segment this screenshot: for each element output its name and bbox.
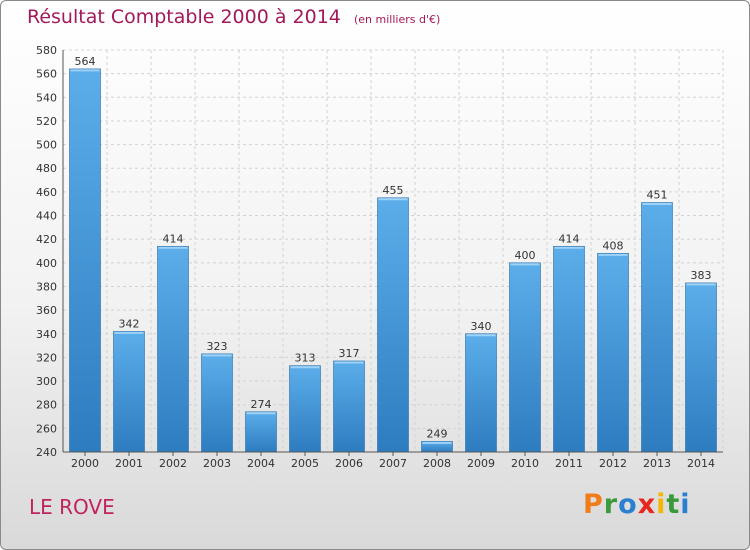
y-tick-label: 420 (36, 233, 57, 246)
chart-subtitle: (en milliers d'€) (353, 13, 441, 26)
x-tick-label: 2011 (555, 457, 583, 470)
logo-letter: P (583, 489, 604, 520)
y-tick-label: 580 (36, 44, 57, 57)
y-tick-label: 520 (36, 115, 57, 128)
data-label-2000: 564 (75, 55, 96, 68)
axis-layer: 240 260 280 300 320 340 360 380 400 420 440 460 480 5… (36, 44, 723, 470)
x-tick-label: 2001 (115, 457, 143, 470)
bar-2005[interactable] (289, 365, 321, 453)
y-tick-label: 500 (36, 139, 57, 152)
data-label-2009: 340 (471, 320, 492, 333)
y-tick-label: 460 (36, 186, 57, 199)
x-tick-label: 2003 (203, 457, 231, 470)
bar-2007[interactable] (377, 197, 409, 453)
x-tick-label: 2000 (71, 457, 99, 470)
data-label-2010: 400 (515, 249, 536, 262)
logo-letter: i (680, 489, 691, 520)
y-tick-label: 480 (36, 162, 57, 175)
y-tick-label: 240 (36, 446, 57, 459)
bar-2004[interactable] (245, 411, 277, 453)
data-label-2004: 274 (251, 398, 272, 411)
data-label-2001: 342 (119, 317, 140, 330)
x-tick-label: 2005 (291, 457, 319, 470)
bar-2011[interactable] (553, 245, 585, 453)
y-tick-label: 440 (36, 210, 57, 223)
bar-2001[interactable] (113, 331, 145, 453)
x-tick-label: 2014 (687, 457, 715, 470)
x-tick-label: 2013 (643, 457, 671, 470)
y-tick-label: 360 (36, 304, 57, 317)
y-tick-label: 300 (36, 375, 57, 388)
y-tick-label: 280 (36, 399, 57, 412)
logo-letter: i (656, 489, 667, 520)
logo-letter: t (666, 489, 681, 520)
x-tick-label: 2012 (599, 457, 627, 470)
x-tick-label: 2010 (511, 457, 539, 470)
y-tick-label: 400 (36, 257, 57, 270)
proxiti-logo[interactable]: Proxiti (583, 489, 691, 520)
data-label-2011: 414 (559, 232, 580, 245)
data-label-2003: 323 (207, 340, 228, 353)
x-tick-label: 2002 (159, 457, 187, 470)
y-tick-label: 560 (36, 68, 57, 81)
data-label-2014: 383 (691, 269, 712, 282)
logo-letter: o (618, 489, 638, 520)
bar-2003[interactable] (201, 353, 233, 453)
data-label-2002: 414 (163, 232, 184, 245)
bar-2000[interactable] (69, 68, 101, 453)
x-tick-label: 2004 (247, 457, 275, 470)
bar-layer: 564 342 414 323 274 313 317 455 249 340 400 414 408 4… (69, 55, 717, 453)
bar-2009[interactable] (465, 333, 497, 453)
title-row: Résultat Comptable 2000 à 2014 (en milli… (27, 6, 440, 28)
data-label-2013: 451 (647, 189, 668, 202)
y-tick-label: 320 (36, 351, 57, 364)
chart-title: Résultat Comptable 2000 à 2014 (27, 6, 341, 28)
x-tick-label: 2009 (467, 457, 495, 470)
bar-2012[interactable] (597, 253, 629, 453)
bar-2002[interactable] (157, 245, 189, 453)
bar-2014[interactable] (685, 282, 717, 453)
data-label-2005: 313 (295, 352, 316, 365)
x-tick-label: 2006 (335, 457, 363, 470)
location-name: LE ROVE (29, 495, 115, 519)
y-tick-label: 340 (36, 328, 57, 341)
bar-2010[interactable] (509, 262, 541, 453)
y-tick-label: 540 (36, 91, 57, 104)
data-label-2007: 455 (383, 184, 404, 197)
y-tick-label: 260 (36, 422, 57, 435)
y-tick-label: 380 (36, 280, 57, 293)
logo-letter: x (637, 489, 657, 520)
bar-2013[interactable] (641, 202, 673, 453)
x-tick-label: 2007 (379, 457, 407, 470)
data-label-2012: 408 (603, 239, 624, 252)
x-tick-label: 2008 (423, 457, 451, 470)
logo-letter: r (603, 489, 619, 520)
data-label-2008: 249 (427, 427, 448, 440)
bar-2006[interactable] (333, 360, 365, 453)
data-label-2006: 317 (339, 347, 360, 360)
